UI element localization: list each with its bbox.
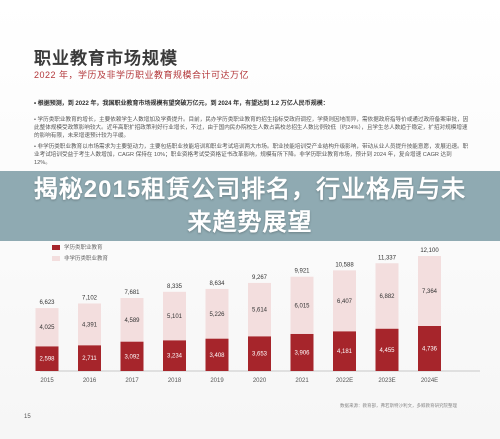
bullet-item: • 非学历类职业教育以市场需求为主要驱动力，主要包括职业技能培训和职业考试培训两… bbox=[34, 144, 469, 166]
headline-banner: 揭秘2015租赁公司排名，行业格局与未来趋势展望 bbox=[0, 171, 500, 241]
data-label: 7,364 bbox=[422, 289, 438, 295]
data-label: 4,391 bbox=[82, 322, 98, 328]
total-label: 9,921 bbox=[294, 269, 310, 275]
bar-segment-vocational-degree bbox=[333, 331, 356, 371]
page-number: 15 bbox=[24, 414, 31, 420]
legend-item: 非学历类职业教育 bbox=[52, 254, 108, 262]
data-label: 3,653 bbox=[252, 352, 268, 358]
data-label: 4,025 bbox=[39, 325, 55, 331]
data-label: 5,101 bbox=[167, 314, 183, 320]
bar-segment-non-degree bbox=[35, 308, 59, 347]
x-tick-label: 2022E bbox=[336, 378, 353, 384]
data-label: 4,455 bbox=[379, 348, 395, 354]
data-label: 3,234 bbox=[167, 354, 183, 360]
bar-segment-vocational-degree bbox=[418, 325, 441, 371]
total-label: 12,100 bbox=[420, 248, 439, 254]
x-tick-label: 2021 bbox=[295, 378, 309, 384]
data-label: 5,226 bbox=[209, 312, 225, 318]
bar-segment-vocational-degree bbox=[290, 333, 314, 371]
data-label: 2,711 bbox=[82, 356, 97, 362]
bar-segment-non-degree bbox=[205, 288, 229, 339]
data-label: 6,015 bbox=[294, 303, 310, 309]
bar-segment-vocational-degree bbox=[120, 341, 144, 371]
total-label: 7,102 bbox=[82, 296, 98, 302]
stacked-bar-chart: 2,598 4,025 6,623 2015 2,711 4,391 7,102 2016 3,… bbox=[35, 248, 480, 384]
data-label: 5,614 bbox=[252, 308, 268, 314]
intro-text: • 根据预测，到 2022 年，我国职业教育市场规模有望突破万亿元，到 2024… bbox=[34, 101, 329, 107]
data-label: 4,589 bbox=[124, 318, 140, 324]
legend-label: 学历类职业教育 bbox=[64, 245, 103, 251]
data-label: 4,736 bbox=[422, 346, 438, 352]
x-tick-label: 2015 bbox=[40, 378, 54, 384]
x-tick-label: 2017 bbox=[125, 378, 139, 384]
x-tick-label: 2016 bbox=[83, 378, 97, 384]
chart-legend: 学历类职业教育 非学历类职业教育 bbox=[52, 243, 108, 265]
page-title: 职业教育市场规模 bbox=[34, 49, 178, 68]
data-label: 4,181 bbox=[337, 349, 353, 355]
bar-segment-vocational-degree bbox=[163, 340, 186, 371]
bullet-item: • 学历类职业教育的增长，主要依赖学生人数增加及学费提升。目前，民办学历类职业教… bbox=[34, 117, 469, 139]
data-label: 3,906 bbox=[294, 350, 310, 356]
bar-segment-non-degree bbox=[248, 282, 271, 337]
page-subtitle: 2022 年，学历及非学历职业教育规模合计可达万亿 bbox=[34, 70, 250, 80]
legend-label: 非学历类职业教育 bbox=[64, 256, 109, 262]
total-label: 10,588 bbox=[335, 262, 354, 268]
bar-segment-non-degree bbox=[78, 303, 101, 346]
bar-segment-non-degree bbox=[375, 263, 399, 329]
bar-segment-vocational-degree bbox=[248, 336, 271, 371]
data-label: 6,882 bbox=[379, 294, 395, 300]
bar-segment-non-degree bbox=[290, 276, 314, 334]
total-label: 8,335 bbox=[167, 284, 183, 290]
x-tick-label: 2024E bbox=[421, 378, 438, 384]
source-note: 数据来源：教育部，弗若斯特沙利文，多鲸教育研究院整理 bbox=[340, 403, 457, 408]
bar-segment-non-degree bbox=[333, 270, 356, 332]
total-label: 11,337 bbox=[378, 255, 397, 261]
legend-swatch bbox=[52, 255, 60, 261]
bar-segment-non-degree bbox=[163, 291, 186, 341]
headline-text: 揭秘2015租赁公司排名，行业格局与未来趋势展望 bbox=[33, 176, 467, 236]
bar-segment-vocational-degree bbox=[375, 328, 399, 371]
x-tick-label: 2020 bbox=[253, 378, 267, 384]
x-tick-label: 2018 bbox=[168, 378, 182, 384]
legend-item: 学历类职业教育 bbox=[52, 243, 108, 251]
x-tick-label: 2019 bbox=[210, 378, 224, 384]
x-tick-label: 2023E bbox=[378, 378, 395, 384]
data-label: 3,092 bbox=[124, 354, 140, 360]
bar-segment-vocational-degree bbox=[78, 345, 101, 371]
total-label: 7,681 bbox=[124, 290, 140, 296]
bullet-list: • 学历类职业教育的增长，主要依赖学生人数增加及学费提升。目前，民办学历类职业教… bbox=[34, 116, 469, 170]
total-label: 6,623 bbox=[39, 300, 55, 306]
bar-segment-non-degree bbox=[120, 297, 144, 342]
total-label: 8,634 bbox=[209, 281, 225, 287]
data-label: 6,407 bbox=[337, 299, 353, 305]
bar-segment-non-degree bbox=[418, 256, 441, 326]
bar-segment-vocational-degree bbox=[35, 346, 59, 371]
bar-segment-vocational-degree bbox=[205, 338, 229, 371]
total-label: 9,267 bbox=[252, 275, 268, 281]
legend-swatch bbox=[52, 244, 60, 250]
data-label: 3,408 bbox=[209, 353, 225, 359]
data-label: 2,598 bbox=[39, 357, 55, 363]
